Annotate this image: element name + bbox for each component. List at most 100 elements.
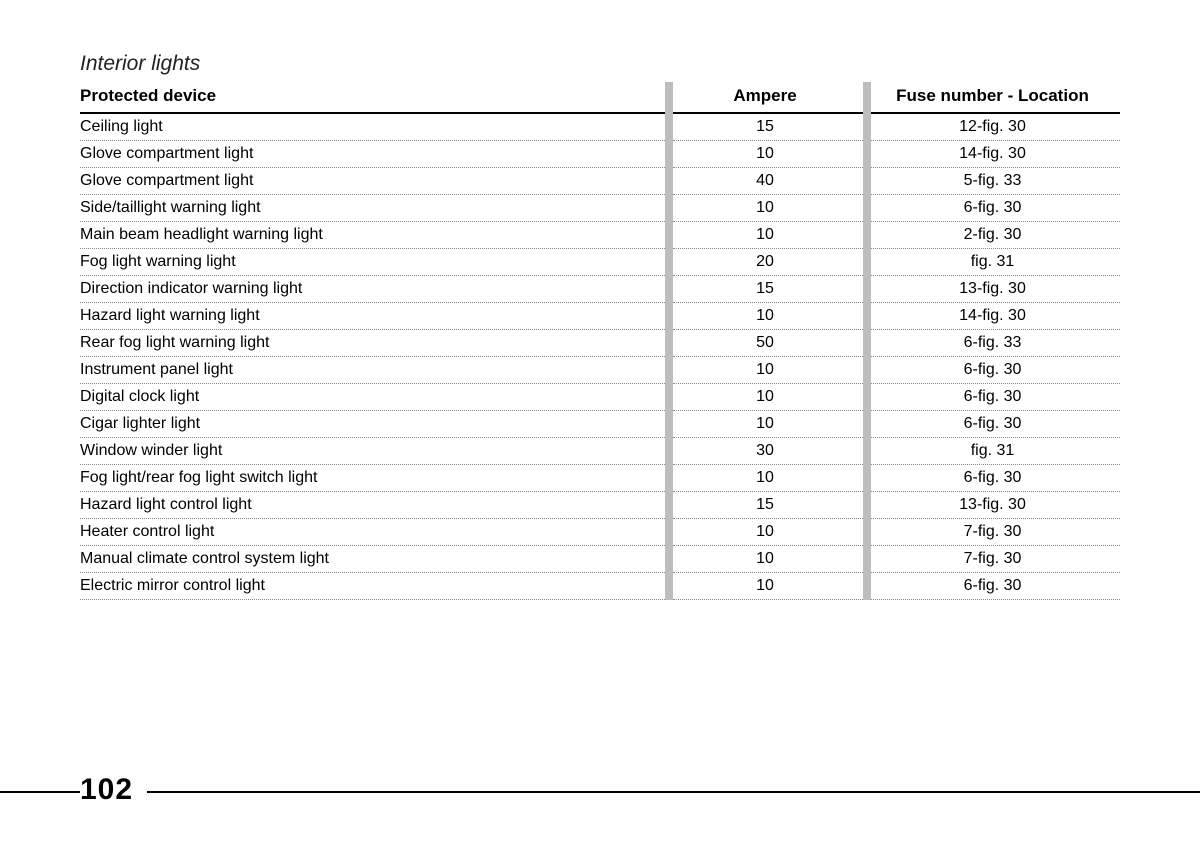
table-row: Hazard light control light 15 13-fig. 30 bbox=[80, 492, 1120, 519]
table-row: Heater control light107-fig. 30 bbox=[80, 519, 1120, 546]
column-separator bbox=[665, 492, 673, 519]
cell-ampere: 10 bbox=[673, 465, 863, 492]
cell-ampere: 15 bbox=[673, 113, 863, 141]
cell-device: Glove compartment light bbox=[80, 141, 665, 168]
column-separator bbox=[665, 519, 673, 546]
column-separator bbox=[665, 411, 673, 438]
table-row: Fog light warning light 20 fig. 31 bbox=[80, 249, 1120, 276]
cell-fuse: 6-fig. 33 bbox=[871, 330, 1120, 357]
column-separator bbox=[863, 573, 871, 600]
table-row: Instrument panel light106-fig. 30 bbox=[80, 357, 1120, 384]
column-separator bbox=[863, 546, 871, 573]
column-separator bbox=[665, 438, 673, 465]
cell-fuse: 6-fig. 30 bbox=[871, 195, 1120, 222]
page: Interior lights Protected device Ampere … bbox=[0, 0, 1200, 845]
column-separator bbox=[665, 82, 673, 113]
column-separator bbox=[863, 249, 871, 276]
column-separator bbox=[665, 573, 673, 600]
table-row: Electric mirror control light106-fig. 30 bbox=[80, 573, 1120, 600]
cell-fuse: 12-fig. 30 bbox=[871, 113, 1120, 141]
cell-device: Fog light warning light bbox=[80, 249, 665, 276]
column-separator bbox=[863, 438, 871, 465]
column-separator bbox=[665, 113, 673, 141]
cell-device: Electric mirror control light bbox=[80, 573, 665, 600]
table-row: Digital clock light106-fig. 30 bbox=[80, 384, 1120, 411]
table-row: Hazard light warning light 10 14-fig. 30 bbox=[80, 303, 1120, 330]
cell-ampere: 10 bbox=[673, 141, 863, 168]
column-separator bbox=[665, 222, 673, 249]
cell-fuse: 7-fig. 30 bbox=[871, 546, 1120, 573]
cell-device: Hazard light control light bbox=[80, 492, 665, 519]
cell-fuse: 6-fig. 30 bbox=[871, 465, 1120, 492]
cell-device: Manual climate control system light bbox=[80, 546, 665, 573]
cell-fuse: 13-fig. 30 bbox=[871, 492, 1120, 519]
cell-fuse: fig. 31 bbox=[871, 249, 1120, 276]
fuse-table: Protected device Ampere Fuse number - Lo… bbox=[80, 82, 1120, 600]
column-separator bbox=[863, 195, 871, 222]
cell-ampere: 20 bbox=[673, 249, 863, 276]
cell-fuse: 14-fig. 30 bbox=[871, 303, 1120, 330]
column-separator bbox=[665, 168, 673, 195]
cell-device: Glove compartment light bbox=[80, 168, 665, 195]
column-separator bbox=[863, 113, 871, 141]
cell-device: Hazard light warning light bbox=[80, 303, 665, 330]
table-body: Ceiling light1512-fig. 30Glove compartme… bbox=[80, 113, 1120, 600]
cell-fuse: 6-fig. 30 bbox=[871, 411, 1120, 438]
cell-device: Heater control light bbox=[80, 519, 665, 546]
column-separator bbox=[665, 330, 673, 357]
cell-ampere: 10 bbox=[673, 195, 863, 222]
cell-fuse: 6-fig. 30 bbox=[871, 384, 1120, 411]
column-separator bbox=[863, 141, 871, 168]
column-separator bbox=[665, 141, 673, 168]
cell-ampere: 10 bbox=[673, 222, 863, 249]
table-row: Cigar lighter light 10 6-fig. 30 bbox=[80, 411, 1120, 438]
col-header-device: Protected device bbox=[80, 82, 665, 113]
cell-device: Window winder light bbox=[80, 438, 665, 465]
column-separator bbox=[665, 546, 673, 573]
cell-ampere: 10 bbox=[673, 357, 863, 384]
cell-device: Fog light/rear fog light switch light bbox=[80, 465, 665, 492]
cell-ampere: 10 bbox=[673, 411, 863, 438]
column-separator bbox=[665, 249, 673, 276]
cell-device: Main beam headlight warning light bbox=[80, 222, 665, 249]
footer-rule bbox=[0, 791, 1200, 794]
column-separator bbox=[863, 411, 871, 438]
cell-fuse: 5-fig. 33 bbox=[871, 168, 1120, 195]
table-row: Glove compartment light1014-fig. 30 bbox=[80, 141, 1120, 168]
column-separator bbox=[863, 357, 871, 384]
cell-ampere: 10 bbox=[673, 546, 863, 573]
table-row: Main beam headlight warning light 10 2-fig… bbox=[80, 222, 1120, 249]
table-row: Window winder light30fig. 31 bbox=[80, 438, 1120, 465]
column-separator bbox=[665, 384, 673, 411]
section-title: Interior lights bbox=[80, 52, 1120, 76]
cell-ampere: 15 bbox=[673, 492, 863, 519]
column-separator bbox=[863, 222, 871, 249]
cell-device: Digital clock light bbox=[80, 384, 665, 411]
column-separator bbox=[665, 465, 673, 492]
cell-ampere: 40 bbox=[673, 168, 863, 195]
cell-device: Cigar lighter light bbox=[80, 411, 665, 438]
table-row: Manual climate control system light 10 7-f… bbox=[80, 546, 1120, 573]
column-separator bbox=[863, 82, 871, 113]
column-separator bbox=[863, 168, 871, 195]
column-separator bbox=[665, 276, 673, 303]
cell-ampere: 10 bbox=[673, 573, 863, 600]
cell-device: Rear fog light warning light bbox=[80, 330, 665, 357]
column-separator bbox=[863, 384, 871, 411]
column-separator bbox=[863, 465, 871, 492]
cell-ampere: 30 bbox=[673, 438, 863, 465]
column-separator bbox=[863, 303, 871, 330]
cell-ampere: 50 bbox=[673, 330, 863, 357]
cell-fuse: 2-fig. 30 bbox=[871, 222, 1120, 249]
cell-ampere: 10 bbox=[673, 303, 863, 330]
cell-fuse: 13-fig. 30 bbox=[871, 276, 1120, 303]
table-header-row: Protected device Ampere Fuse number - Lo… bbox=[80, 82, 1120, 113]
table-row: Side/taillight warning light106-fig. 30 bbox=[80, 195, 1120, 222]
cell-device: Direction indicator warning light bbox=[80, 276, 665, 303]
column-separator bbox=[665, 357, 673, 384]
cell-device: Instrument panel light bbox=[80, 357, 665, 384]
column-separator bbox=[863, 492, 871, 519]
table-row: Ceiling light1512-fig. 30 bbox=[80, 113, 1120, 141]
table-row: Glove compartment light 40 5-fig. 33 bbox=[80, 168, 1120, 195]
col-header-fuse: Fuse number - Location bbox=[871, 82, 1120, 113]
